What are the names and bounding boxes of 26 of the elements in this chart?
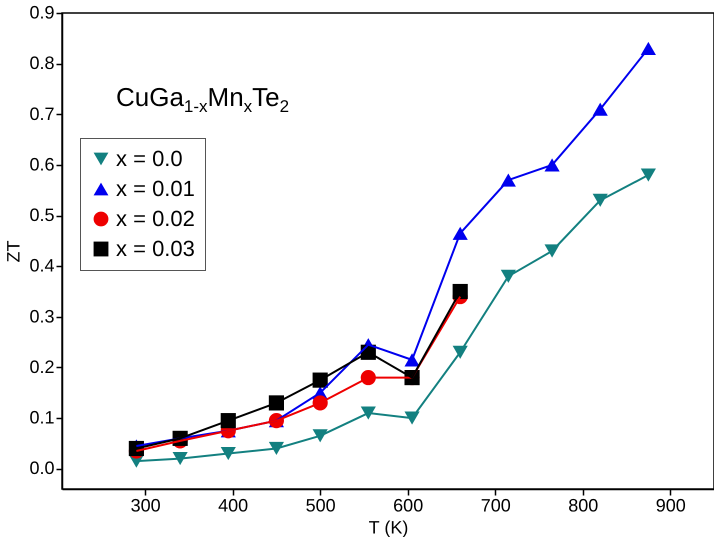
y-tick-label: 0.2 bbox=[29, 356, 54, 377]
x-axis-title: T (K) bbox=[368, 518, 408, 538]
y-tick-label: 0.9 bbox=[29, 2, 54, 22]
legend-label: x = 0.03 bbox=[116, 236, 195, 261]
y-tick-label: 0.3 bbox=[29, 306, 54, 326]
y-tick-label: 0.7 bbox=[29, 104, 54, 124]
legend-label: x = 0.02 bbox=[116, 206, 195, 231]
x-tick-label: 900 bbox=[656, 496, 686, 516]
y-tick-label: 0.4 bbox=[29, 256, 54, 276]
legend-label: x = 0.01 bbox=[116, 176, 195, 201]
annotation: CuGa$_{1-x}$Mn$_{x}$Te$_{2}$ bbox=[116, 82, 290, 118]
legend-label: x = 0.0 bbox=[116, 146, 183, 171]
y-tick-label: 0.0 bbox=[29, 458, 54, 478]
x-tick-label: 500 bbox=[306, 496, 336, 516]
x-tick-label: 300 bbox=[130, 496, 161, 516]
x-tick-label: 700 bbox=[480, 496, 511, 516]
y-tick-label: 0.1 bbox=[29, 408, 54, 428]
x-tick-label: 400 bbox=[218, 496, 248, 516]
point bbox=[640, 168, 656, 182]
point bbox=[452, 284, 468, 300]
y-tick-label: 0.6 bbox=[29, 154, 54, 174]
x-tick-label: 600 bbox=[393, 496, 424, 516]
x-tick-label: 800 bbox=[568, 496, 598, 516]
y-axis-title: ZT bbox=[3, 240, 24, 262]
y-tick-label: 0.8 bbox=[29, 53, 54, 74]
y-tick-label: 0.5 bbox=[29, 205, 54, 226]
